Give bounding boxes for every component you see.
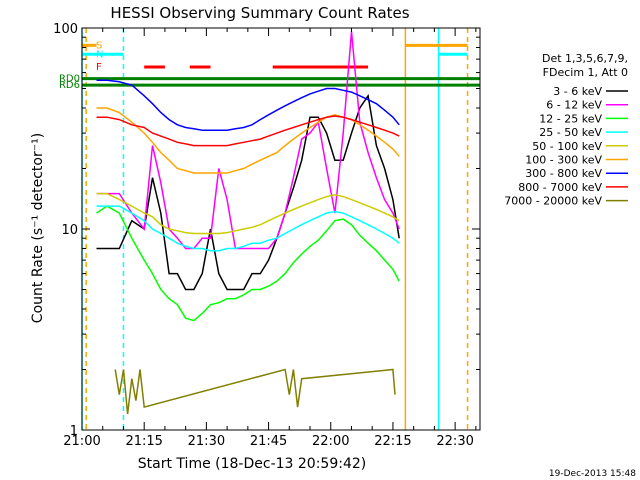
legend: Det 1,3,5,6,7,9,FDecim 1, Att 0 3 - 6 keV… (504, 52, 628, 208)
chart-title: HESSI Observing Summary Count Rates (110, 4, 409, 22)
flag-label-4: RD6 (59, 80, 80, 91)
x-tick-label-1: 21:15 (125, 434, 162, 449)
flag-label-3: RD0 (59, 74, 80, 85)
flag-label-0: S (96, 40, 102, 51)
x-axis: 21:00 21:15 21:30 21:45 22:00 22:15 22:30 (63, 28, 477, 449)
legend-label-2: 12 - 25 keV (539, 112, 602, 125)
legend-label-4: 50 - 100 keV (532, 140, 602, 153)
timestamp: 19-Dec-2013 15:48 (549, 469, 636, 479)
series-line-7 (96, 115, 400, 147)
x-tick-label-4: 22:00 (312, 434, 349, 449)
x-axis-label: Start Time (18-Dec-13 20:59:42) (138, 456, 366, 472)
plot-frame (81, 27, 481, 431)
x-tick-label-5: 22:15 (374, 434, 411, 449)
x-tick-label-3: 21:45 (250, 434, 287, 449)
series-line-2 (96, 205, 400, 322)
series-line-0 (96, 93, 400, 291)
y-axis: 1 10 100 (53, 22, 480, 439)
flag-label-2: F (96, 62, 102, 73)
x-tick-label-2: 21:30 (188, 434, 225, 449)
legend-label-8: 7000 - 20000 keV (504, 195, 602, 208)
legend-label-1: 6 - 12 keV (546, 99, 602, 112)
series-line-5 (96, 107, 400, 174)
flag-label-1: N (96, 49, 103, 60)
y-tick-label-1: 10 (61, 223, 78, 238)
legend-label-3: 25 - 50 keV (539, 126, 602, 139)
y-tick-label-0: 1 (70, 424, 78, 439)
x-tick-label-0: 21:00 (63, 434, 100, 449)
legend-header-0: Det 1,3,5,6,7,9, (542, 52, 628, 65)
legend-header-1: FDecim 1, Att 0 (543, 66, 628, 79)
series-line-4 (96, 192, 400, 235)
series-line-8 (114, 368, 396, 415)
y-tick-label-2: 100 (53, 22, 78, 37)
legend-label-5: 100 - 300 keV (525, 154, 602, 167)
series-lines (96, 31, 400, 415)
series-line-1 (96, 31, 400, 250)
legend-label-6: 300 - 800 keV (525, 167, 602, 180)
series-line-6 (96, 79, 400, 131)
legend-label-7: 800 - 7000 keV (518, 181, 602, 194)
x-tick-label-6: 22:30 (436, 434, 473, 449)
series-line-3 (96, 205, 400, 252)
legend-label-0: 3 - 6 keV (553, 85, 602, 98)
y-axis-label: Count Rate (s⁻¹ detector⁻¹) (30, 133, 46, 323)
